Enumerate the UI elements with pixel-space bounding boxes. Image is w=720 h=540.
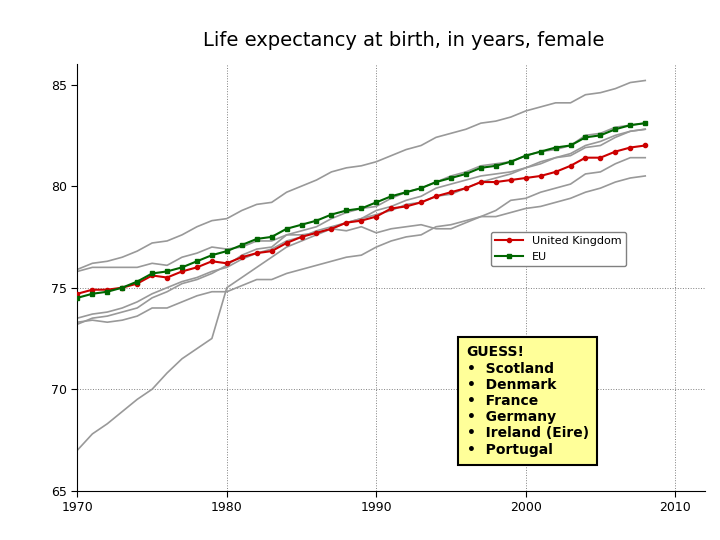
United Kingdom	[267, 248, 276, 254]
United Kingdom	[432, 193, 441, 199]
EU	[611, 126, 620, 132]
EU	[626, 122, 634, 129]
United Kingdom	[446, 189, 455, 195]
EU	[238, 242, 246, 248]
United Kingdom	[536, 173, 545, 179]
EU	[253, 235, 261, 242]
Legend: United Kingdom, EU: United Kingdom, EU	[491, 232, 626, 266]
EU	[178, 264, 186, 271]
United Kingdom	[222, 260, 231, 267]
EU	[297, 221, 306, 228]
United Kingdom	[387, 205, 395, 212]
EU	[282, 226, 291, 232]
Text: GUESS!
•  Scotland
•  Denmark
•  France
•  Germany
•  Ireland (Eire)
•  Portugal: GUESS! • Scotland • Denmark • France • G…	[467, 346, 589, 457]
United Kingdom	[118, 285, 127, 291]
EU	[552, 144, 560, 151]
EU	[372, 199, 381, 206]
EU	[641, 120, 649, 126]
EU	[566, 142, 575, 149]
United Kingdom	[163, 274, 171, 281]
United Kingdom	[327, 226, 336, 232]
EU	[477, 165, 485, 171]
United Kingdom	[178, 268, 186, 275]
Line: EU: EU	[76, 121, 647, 300]
EU	[133, 278, 142, 285]
United Kingdom	[417, 199, 426, 206]
United Kingdom	[148, 272, 156, 279]
EU	[536, 148, 545, 155]
United Kingdom	[402, 203, 410, 210]
United Kingdom	[253, 250, 261, 256]
United Kingdom	[88, 286, 96, 293]
EU	[88, 291, 96, 297]
EU	[103, 288, 112, 295]
United Kingdom	[73, 291, 82, 297]
United Kingdom	[581, 154, 590, 161]
EU	[267, 234, 276, 240]
EU	[163, 268, 171, 275]
EU	[387, 193, 395, 199]
EU	[222, 248, 231, 254]
United Kingdom	[462, 185, 470, 191]
EU	[193, 258, 202, 265]
EU	[148, 270, 156, 276]
EU	[521, 152, 530, 159]
United Kingdom	[477, 179, 485, 185]
United Kingdom	[312, 230, 321, 236]
United Kingdom	[506, 177, 515, 183]
EU	[402, 189, 410, 195]
EU	[432, 179, 441, 185]
EU	[462, 171, 470, 177]
United Kingdom	[626, 144, 634, 151]
United Kingdom	[552, 168, 560, 175]
EU	[596, 132, 605, 139]
Title: Life expectancy at birth, in years, female: Life expectancy at birth, in years, fema…	[203, 31, 605, 50]
United Kingdom	[103, 286, 112, 293]
United Kingdom	[133, 280, 142, 287]
EU	[446, 175, 455, 181]
EU	[73, 295, 82, 301]
United Kingdom	[193, 264, 202, 271]
EU	[417, 185, 426, 191]
United Kingdom	[611, 148, 620, 155]
EU	[581, 134, 590, 140]
EU	[492, 163, 500, 169]
EU	[207, 252, 216, 259]
United Kingdom	[596, 154, 605, 161]
EU	[327, 211, 336, 218]
United Kingdom	[492, 179, 500, 185]
United Kingdom	[282, 240, 291, 246]
EU	[357, 205, 366, 212]
EU	[312, 218, 321, 224]
EU	[118, 285, 127, 291]
EU	[342, 207, 351, 214]
United Kingdom	[207, 258, 216, 265]
United Kingdom	[342, 219, 351, 226]
Line: United Kingdom: United Kingdom	[76, 144, 647, 296]
United Kingdom	[297, 234, 306, 240]
EU	[506, 159, 515, 165]
United Kingdom	[521, 175, 530, 181]
United Kingdom	[641, 142, 649, 149]
United Kingdom	[238, 254, 246, 260]
United Kingdom	[566, 163, 575, 169]
United Kingdom	[357, 218, 366, 224]
United Kingdom	[372, 213, 381, 220]
